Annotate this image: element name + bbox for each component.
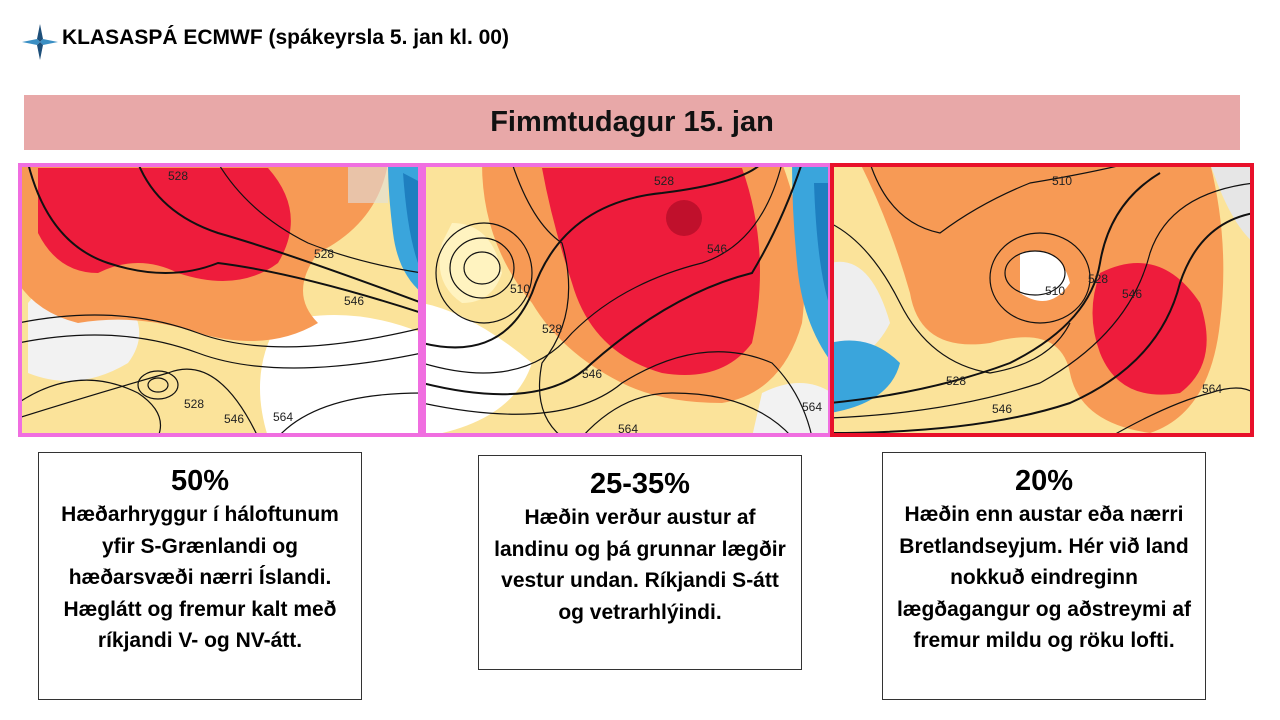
- probability: 20%: [1014, 465, 1074, 497]
- description: Hæðarhryggur í háloftunum yfir S-Grænlan…: [61, 503, 339, 652]
- contour-label: 528: [1088, 272, 1108, 286]
- contour-label: 510: [1052, 174, 1072, 188]
- contour-label: 528: [654, 174, 674, 188]
- contour-label: 564: [618, 422, 638, 436]
- logo: [22, 24, 58, 60]
- weather-map: 510 528 510 546 528 546 564: [830, 163, 1254, 437]
- weather-map: 528 546 510 528 546 564 564: [422, 163, 832, 437]
- scenario-box: 50% Hæðarhryggur í háloftunum yfir S-Græ…: [38, 452, 362, 700]
- probability: 25-35%: [590, 468, 690, 500]
- scenario-box: 25-35% Hæðin verður austur af landinu og…: [478, 455, 802, 670]
- contour-label: 564: [802, 400, 822, 414]
- contour-label: 546: [707, 242, 727, 256]
- scenario-box: 20% Hæðin enn austar eða nærri Bretlands…: [882, 452, 1206, 700]
- title: KLASASPÁ ECMWF (spákeyrsla 5. jan kl. 00…: [62, 26, 509, 49]
- contour-label: 564: [273, 410, 293, 424]
- day-banner: Fimmtudagur 15. jan: [24, 95, 1240, 150]
- weather-map: 528 528 546 528 546 564: [18, 163, 422, 437]
- contour-label: 528: [542, 322, 562, 336]
- contour-label: 546: [582, 367, 602, 381]
- contour-label: 528: [314, 247, 334, 261]
- contour-label: 510: [510, 282, 530, 296]
- contour-label: 564: [1202, 382, 1222, 396]
- contour-label: 546: [1122, 287, 1142, 301]
- description: Hæðin verður austur af landinu og þá gru…: [494, 506, 786, 624]
- contour-label: 546: [344, 294, 364, 308]
- contour-label: 528: [168, 169, 188, 183]
- contour-label: 546: [224, 412, 244, 426]
- contour-label: 510: [1045, 284, 1065, 298]
- contour-label: 528: [946, 374, 966, 388]
- contour-label: 528: [184, 397, 204, 411]
- description: Hæðin enn austar eða nærri Bretlandseyju…: [896, 503, 1192, 652]
- contour-label: 546: [992, 402, 1012, 416]
- probability: 50%: [170, 465, 230, 497]
